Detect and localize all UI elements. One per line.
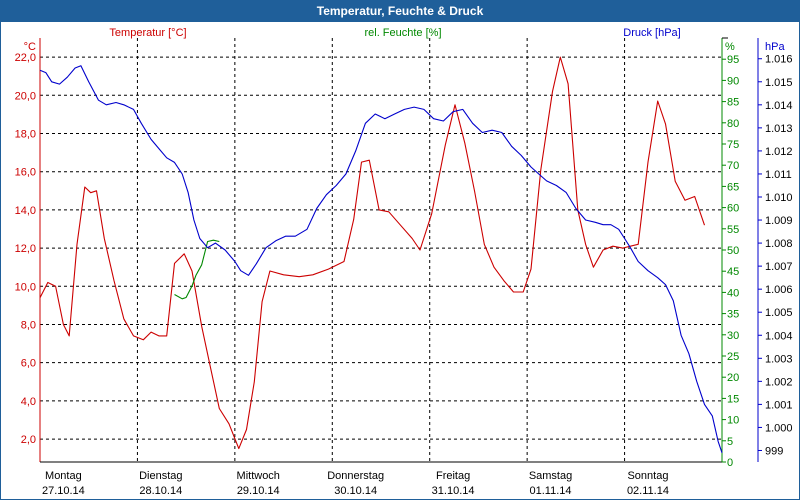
day-weekday-label: Samstag [529,470,572,482]
pressure-tick-label: 1.015 [765,77,793,89]
humidity-tick-label: 55 [727,224,739,236]
pressure-tick-label: 1.010 [765,192,793,204]
day-date-label: 28.10.14 [139,485,182,497]
day-weekday-label: Montag [45,470,82,482]
humidity-tick-label: 15 [727,393,739,405]
humidity-tick-label: 60 [727,203,739,215]
humidity-tick-label: 85 [727,97,739,109]
temperature-tick-label: 14,0 [15,205,36,217]
humidity-tick-label: 25 [727,351,739,363]
temperature-unit-label: °C [24,41,36,53]
humidity-unit-label: % [725,41,735,53]
day-date-label: 30.10.14 [334,485,377,497]
day-date-label: 27.10.14 [42,485,85,497]
pressure-tick-label: 1.006 [765,284,793,296]
humidity-tick-label: 75 [727,139,739,151]
pressure-tick-label: 1.003 [765,353,793,365]
temperature-axis-title: Temperatur [°C] [109,27,186,39]
humidity-tick-label: 50 [727,245,739,257]
temperature-tick-label: 8,0 [21,319,36,331]
pressure-tick-label: 1.004 [765,330,793,342]
pressure-tick-label: 1.014 [765,100,793,112]
day-date-label: 02.11.14 [627,485,669,497]
temperature-tick-label: 10,0 [15,281,36,293]
pressure-tick-label: 1.012 [765,146,793,158]
day-date-label: 29.10.14 [237,485,280,497]
humidity-tick-label: 70 [727,160,739,172]
humidity-tick-label: 40 [727,287,739,299]
pressure-unit-label: hPa [765,41,785,53]
day-weekday-label: Dienstag [139,470,182,482]
temperature-tick-label: 12,0 [15,243,36,255]
pressure-tick-label: 1.013 [765,123,793,135]
day-date-label: 31.10.14 [432,485,475,497]
humidity-tick-label: 65 [727,181,739,193]
pressure-tick-label: 1.005 [765,307,793,319]
humidity-tick-label: 10 [727,415,739,427]
temperature-tick-label: 2,0 [21,434,36,446]
day-weekday-label: Donnerstag [327,470,384,482]
humidity-tick-label: 0 [727,457,733,469]
chart-title: Temperatur, Feuchte & Druck [316,4,484,18]
humidity-tick-label: 45 [727,266,739,278]
day-weekday-label: Sonntag [627,470,668,482]
humidity-axis-title: rel. Feuchte [%] [364,27,441,39]
humidity-series-line [174,239,220,300]
day-weekday-label: Freitag [436,470,470,482]
humidity-tick-label: 90 [727,75,739,87]
pressure-tick-label: 1.016 [765,54,793,66]
day-weekday-label: Mittwoch [237,470,280,482]
humidity-tick-label: 20 [727,372,739,384]
pressure-tick-label: 999 [765,445,783,457]
pressure-series-line [39,65,723,453]
temperature-series-line [39,56,706,450]
temperature-tick-label: 4,0 [21,396,36,408]
pressure-axis-title: Druck [hPa] [623,27,680,39]
pressure-tick-label: 1.009 [765,215,793,227]
humidity-tick-label: 95 [727,54,739,66]
temperature-tick-label: 22,0 [15,52,36,64]
pressure-tick-label: 1.000 [765,422,793,434]
humidity-tick-label: 80 [727,118,739,130]
pressure-tick-label: 1.008 [765,238,793,250]
day-date-label: 01.11.14 [530,485,572,497]
temperature-tick-label: 20,0 [15,90,36,102]
temperature-tick-label: 18,0 [15,128,36,140]
pressure-tick-label: 1.007 [765,261,793,273]
temperature-tick-label: 16,0 [15,167,36,179]
temperature-tick-label: 6,0 [21,358,36,370]
pressure-tick-label: 1.002 [765,376,793,388]
humidity-tick-label: 30 [727,330,739,342]
pressure-tick-label: 1.001 [765,399,793,411]
humidity-tick-label: 35 [727,309,739,321]
title-bar: Temperatur, Feuchte & Druck [0,0,800,22]
humidity-tick-label: 5 [727,436,733,448]
pressure-tick-label: 1.011 [765,169,792,181]
